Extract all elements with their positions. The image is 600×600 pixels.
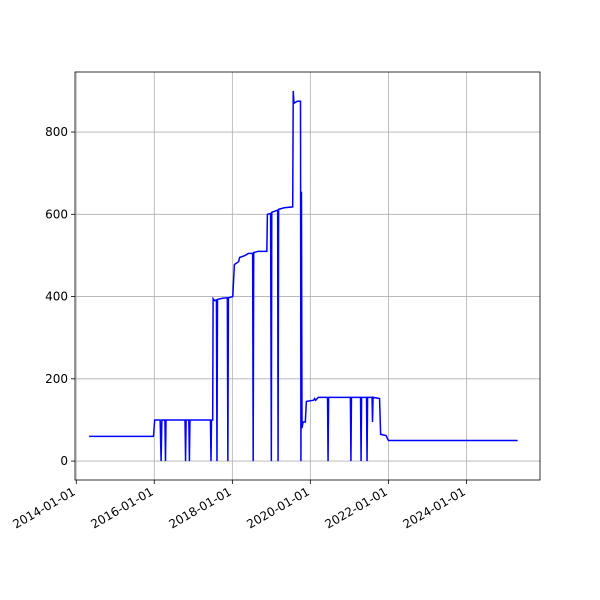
x-tick-label: 2020-01-01 [244, 484, 311, 531]
x-tick-label: 2024-01-01 [400, 484, 467, 531]
y-tick-label: 200 [45, 372, 68, 386]
x-tick-label: 2022-01-01 [323, 484, 390, 531]
y-tick-label: 0 [60, 454, 68, 468]
y-tick-label: 400 [45, 290, 68, 304]
x-tick-label: 2016-01-01 [88, 484, 155, 531]
y-tick-label: 800 [45, 125, 68, 139]
data-line [89, 90, 518, 462]
x-tick-label: 2018-01-01 [166, 484, 233, 531]
y-tick-label: 600 [45, 207, 68, 221]
x-tick-label: 2014-01-01 [10, 484, 77, 531]
plot-frame [74, 71, 541, 481]
